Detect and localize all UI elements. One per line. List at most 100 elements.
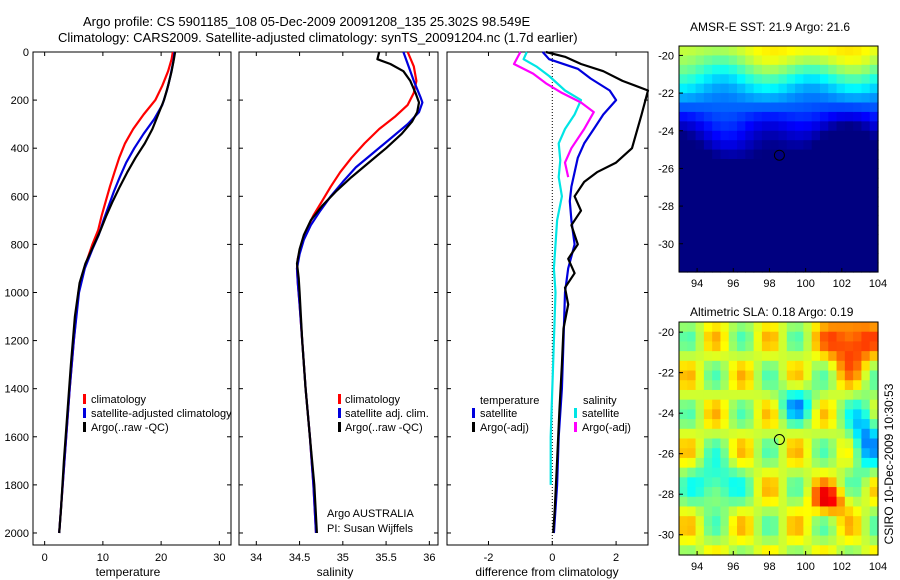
heatmap-cell — [687, 121, 697, 132]
heatmap-cell — [679, 487, 688, 498]
heatmap-cell — [803, 224, 813, 235]
heatmap-cell — [853, 448, 863, 459]
heatmap-cell — [828, 64, 838, 75]
heatmap-cell — [836, 159, 846, 170]
heatmap-cell — [795, 448, 804, 459]
heatmap-cell — [753, 331, 763, 343]
heatmap-cell — [853, 351, 863, 362]
heatmap-cell — [869, 322, 879, 333]
heatmap-cell — [720, 187, 730, 198]
heatmap-cell — [844, 187, 854, 198]
heatmap-cell — [761, 477, 771, 488]
heatmap-cell — [761, 428, 771, 440]
heatmap-cell — [712, 457, 722, 469]
heatmap-cell — [786, 380, 796, 391]
heatmap-cell — [745, 545, 755, 556]
heatmap-cell — [786, 46, 796, 57]
heatmap-cell — [819, 467, 829, 478]
heatmap-cell — [753, 74, 763, 85]
heatmap-cell — [836, 341, 846, 352]
y-tick-label: 600 — [11, 191, 29, 203]
heatmap-cell — [786, 341, 796, 352]
heatmap-cell — [695, 457, 705, 469]
heatmap-cell — [679, 253, 688, 264]
heatmap-cell — [728, 234, 738, 245]
heatmap-cell — [803, 516, 813, 527]
heatmap-cell — [745, 399, 755, 410]
heatmap-cell — [844, 341, 854, 352]
heatmap-cell — [836, 409, 846, 420]
heatmap-cell — [720, 457, 730, 469]
heatmap-cell — [844, 130, 854, 141]
heatmap-cell — [869, 370, 879, 381]
heatmap-cell — [761, 243, 771, 254]
heatmap-cell — [728, 322, 738, 333]
heatmap-cell — [761, 159, 771, 170]
heatmap-cell — [761, 262, 771, 273]
heatmap-cell — [836, 177, 846, 188]
heatmap-cell — [811, 224, 821, 235]
heatmap-cell — [811, 149, 821, 160]
heatmap-cell — [745, 196, 755, 207]
heatmap-cell — [803, 438, 813, 449]
x-tick-label: 0 — [42, 552, 48, 564]
heatmap-cell — [728, 64, 738, 75]
heatmap-cell — [679, 545, 688, 556]
heatmap-cell — [828, 187, 838, 198]
heatmap-cell — [828, 545, 838, 556]
heatmap-cell — [720, 496, 730, 508]
heatmap-cell — [844, 428, 854, 440]
heatmap-cell — [753, 149, 763, 160]
heatmap-cell — [844, 506, 854, 517]
heatmap-cell — [695, 121, 705, 132]
heatmap-cell — [737, 341, 746, 352]
heatmap-cell — [753, 360, 763, 372]
heatmap-cell — [778, 399, 788, 410]
heatmap-cell — [795, 399, 804, 410]
heatmap-cell — [861, 399, 871, 410]
x-tick-label: 35.5 — [375, 552, 396, 564]
heatmap-cell — [853, 428, 863, 440]
heatmap-cell — [836, 111, 846, 122]
heatmap-cell — [778, 215, 788, 226]
y-tick-label: 2000 — [5, 528, 29, 540]
heatmap-cell — [819, 535, 829, 546]
heatmap-cell — [803, 55, 813, 66]
heatmap-cell — [745, 262, 755, 273]
heatmap-cell — [695, 516, 705, 527]
heatmap-cell — [737, 331, 746, 343]
heatmap-cell — [720, 409, 730, 420]
heatmap-cell — [728, 428, 738, 440]
heatmap-cell — [720, 506, 730, 517]
heatmap-cell — [745, 389, 755, 401]
heatmap-cell — [737, 46, 746, 57]
heatmap-cell — [687, 351, 697, 362]
heatmap-cell — [828, 331, 838, 343]
heatmap-cell — [679, 428, 688, 440]
heatmap-cell — [737, 55, 746, 66]
legend-label-satellite: satellite adj. clim. — [345, 408, 429, 420]
heatmap-cell — [811, 496, 821, 508]
heatmap-cell — [844, 253, 854, 264]
heatmap-cell — [728, 74, 738, 85]
heatmap-cell — [795, 506, 804, 517]
heatmap-cell — [869, 351, 879, 362]
heatmap-cell — [819, 331, 829, 343]
heatmap-cell — [828, 177, 838, 188]
heatmap-cell — [795, 102, 804, 113]
heatmap-cell — [869, 389, 879, 401]
legend-label-temp-argo: Argo(-adj) — [480, 422, 529, 434]
heatmap-cell — [803, 83, 813, 94]
heatmap-cell — [811, 55, 821, 66]
heatmap-cell — [695, 168, 705, 179]
heatmap-cell — [687, 370, 697, 381]
heatmap-cell — [861, 351, 871, 362]
x-tick-label: 0 — [549, 552, 555, 564]
heatmap-cell — [695, 83, 705, 94]
heatmap-cell — [703, 389, 713, 401]
heatmap-cell — [853, 467, 863, 478]
heatmap-cell — [770, 506, 780, 517]
heatmap-cell — [811, 102, 821, 113]
heatmap-cell — [753, 438, 763, 449]
heatmap-cell — [869, 487, 879, 498]
